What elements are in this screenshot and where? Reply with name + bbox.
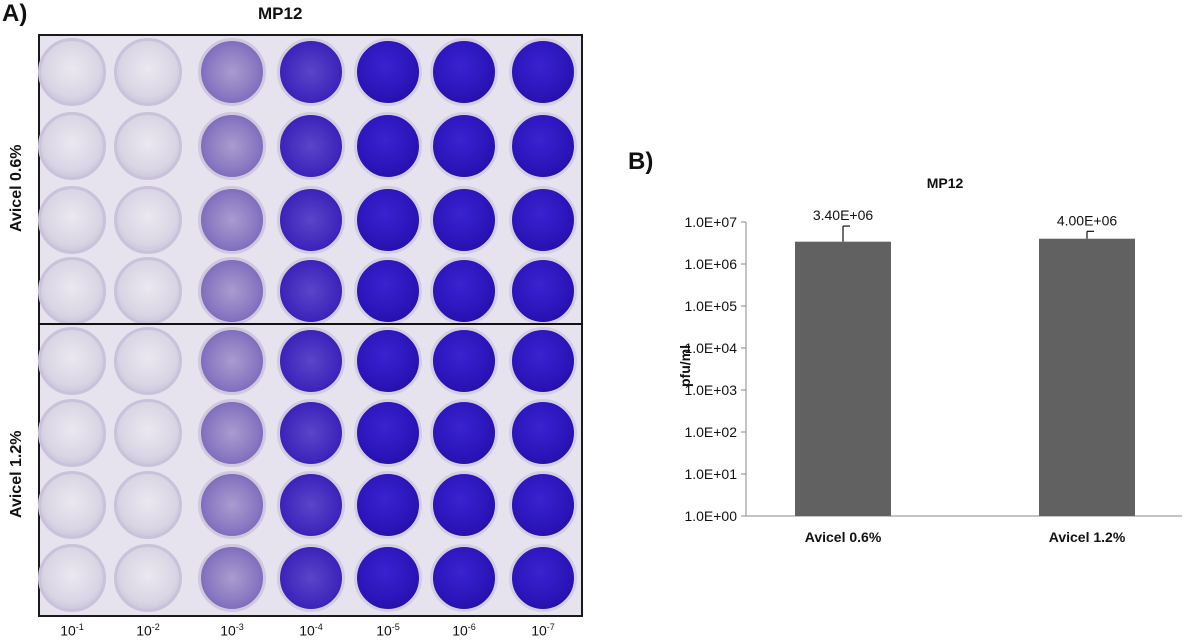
y-axis-label: pfu/ml	[677, 345, 693, 387]
well	[38, 38, 106, 106]
well	[509, 471, 577, 539]
well	[430, 186, 498, 254]
well	[509, 38, 577, 106]
plate-divider	[38, 323, 583, 325]
well	[354, 186, 422, 254]
dilution-label: 10-7	[531, 622, 555, 639]
well	[114, 257, 182, 325]
well	[114, 112, 182, 180]
well	[38, 471, 106, 539]
well	[430, 257, 498, 325]
well	[114, 399, 182, 467]
panel-b-label: B)	[628, 148, 654, 175]
row-group-label-avicel-1-2: Avicel 1.2%	[8, 430, 25, 518]
well	[277, 399, 345, 467]
y-tick-label: 1.0E+01	[684, 466, 737, 482]
well	[430, 38, 498, 106]
well	[354, 471, 422, 539]
well	[354, 399, 422, 467]
dilution-label: 10-5	[376, 622, 400, 639]
well	[198, 471, 266, 539]
well	[509, 257, 577, 325]
well	[277, 327, 345, 395]
well	[198, 38, 266, 106]
well	[509, 327, 577, 395]
well	[509, 112, 577, 180]
y-tick-label: 1.0E+06	[684, 256, 737, 272]
well	[38, 257, 106, 325]
x-tick-label: Avicel 0.6%	[805, 529, 882, 545]
well	[277, 38, 345, 106]
data-label: 3.40E+06	[813, 207, 874, 223]
well	[198, 112, 266, 180]
well	[277, 544, 345, 612]
y-tick-label: 1.0E+02	[684, 424, 737, 440]
well	[430, 327, 498, 395]
dilution-label: 10-1	[60, 622, 84, 639]
panel-a-label: A)	[2, 0, 28, 27]
well	[114, 327, 182, 395]
well	[114, 544, 182, 612]
well	[38, 544, 106, 612]
well	[277, 257, 345, 325]
well	[354, 544, 422, 612]
well	[430, 544, 498, 612]
well	[509, 186, 577, 254]
y-tick-label: 1.0E+03	[684, 382, 737, 398]
well	[430, 112, 498, 180]
dilution-label: 10-2	[136, 622, 160, 639]
well	[38, 112, 106, 180]
well	[509, 399, 577, 467]
well	[354, 112, 422, 180]
well	[354, 327, 422, 395]
chart-title: MP12	[927, 175, 964, 191]
well	[354, 257, 422, 325]
well	[198, 257, 266, 325]
well	[430, 471, 498, 539]
well	[430, 399, 498, 467]
y-tick-label: 1.0E+00	[684, 508, 737, 524]
plate-title: MP12	[258, 4, 303, 23]
x-tick-label: Avicel 1.2%	[1049, 529, 1126, 545]
well	[38, 399, 106, 467]
bar	[795, 241, 891, 516]
well	[277, 186, 345, 254]
well	[354, 38, 422, 106]
well	[114, 471, 182, 539]
well	[277, 112, 345, 180]
y-tick-label: 1.0E+05	[684, 298, 737, 314]
well	[198, 399, 266, 467]
dilution-label: 10-6	[452, 622, 476, 639]
bar	[1039, 238, 1135, 516]
row-group-label-avicel-0-6: Avicel 0.6%	[8, 144, 25, 232]
well	[114, 38, 182, 106]
y-tick-label: 1.0E+07	[684, 214, 737, 230]
dilution-label: 10-4	[299, 622, 323, 639]
well	[198, 186, 266, 254]
well	[114, 186, 182, 254]
well	[509, 544, 577, 612]
dilution-label: 10-3	[220, 622, 244, 639]
well	[38, 327, 106, 395]
well	[198, 544, 266, 612]
well	[277, 471, 345, 539]
well	[198, 327, 266, 395]
y-tick-label: 1.0E+04	[684, 340, 737, 356]
data-label: 4.00E+06	[1057, 212, 1118, 228]
well	[38, 186, 106, 254]
